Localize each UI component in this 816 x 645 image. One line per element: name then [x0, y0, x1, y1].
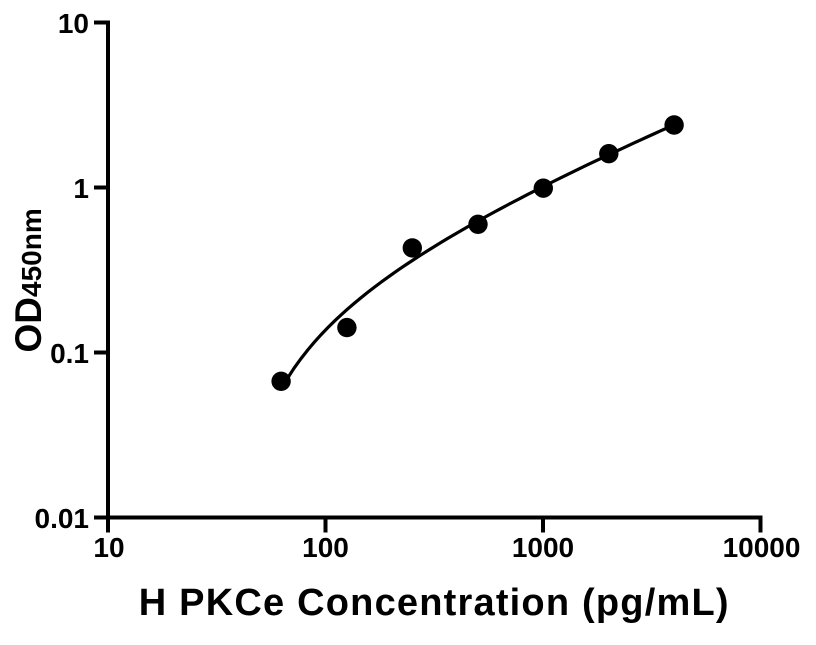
svg-text:H PKCe Concentration (pg/mL): H PKCe Concentration (pg/mL) — [139, 582, 730, 624]
svg-text:10000: 10000 — [723, 532, 801, 563]
svg-text:0.1: 0.1 — [50, 338, 89, 369]
svg-text:100: 100 — [302, 532, 349, 563]
svg-text:1000: 1000 — [512, 532, 574, 563]
svg-text:1: 1 — [73, 173, 89, 204]
svg-text:10: 10 — [58, 8, 89, 39]
svg-text:0.01: 0.01 — [35, 503, 90, 534]
svg-text:10: 10 — [93, 532, 124, 563]
